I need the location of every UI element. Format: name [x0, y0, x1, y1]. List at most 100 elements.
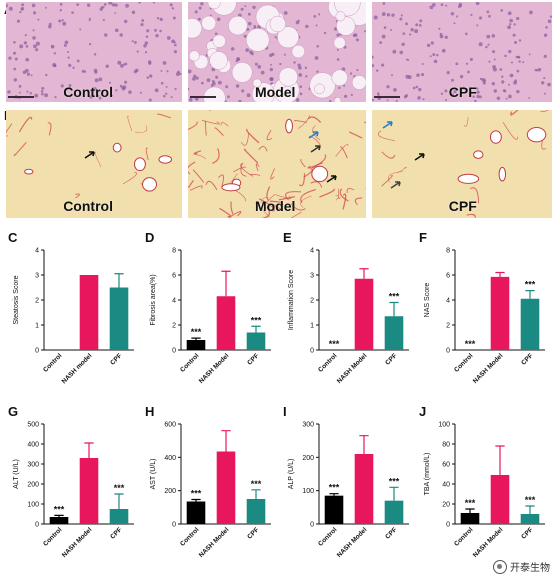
micrograph-he-model: Model — [188, 2, 366, 102]
x-tick-label: NASH Model — [472, 352, 505, 385]
y-tick-label: 500 — [27, 422, 39, 429]
significance-label: *** — [389, 292, 400, 302]
y-tick-label: 1 — [310, 323, 314, 330]
panel-letter-f: F — [419, 230, 427, 245]
x-tick-label: NASH Model — [61, 526, 94, 559]
error-bar — [389, 486, 399, 501]
y-tick-label: 0 — [35, 522, 39, 529]
significance-label: *** — [251, 315, 262, 325]
micrograph-label-model: Model — [255, 198, 296, 214]
y-tick-label: 200 — [164, 488, 176, 495]
chart-panel-h: H AST (U/L) 0 200 400 600 *** Control NASH Model… — [143, 404, 277, 576]
significance-label: *** — [251, 479, 262, 489]
y-tick-label: 200 — [302, 455, 314, 462]
y-tick-label: 0 — [172, 348, 176, 355]
y-tick-label: 80 — [442, 442, 450, 449]
y-tick-label: 0 — [35, 348, 39, 355]
micrograph-he-control: Control — [6, 2, 182, 102]
micrograph-label-model: Model — [255, 84, 296, 100]
error-bar — [84, 442, 94, 458]
error-bar — [191, 337, 201, 340]
micrograph-sirius-control: Control — [6, 110, 182, 218]
significance-label: *** — [465, 498, 476, 508]
panel-letter-c: C — [8, 230, 18, 245]
y-tick-label: 400 — [27, 442, 39, 449]
panel-letter-d: D — [145, 230, 154, 245]
x-tick-label: NASH Model — [198, 352, 231, 385]
error-bar — [389, 301, 399, 317]
micrograph-sirius-model: Model — [188, 110, 366, 218]
y-axis-label: ALP (U/L) — [288, 459, 295, 490]
y-tick-label: 8 — [446, 248, 450, 255]
x-tick-label: Control — [42, 352, 63, 373]
error-bar — [359, 268, 369, 279]
y-axis-label: NAS Score — [424, 283, 431, 318]
y-tick-label: 2 — [35, 298, 39, 305]
y-tick-label: 4 — [172, 298, 176, 305]
x-tick-label: CPF — [246, 352, 260, 366]
x-tick-label: CPF — [520, 352, 534, 366]
bar-nash-model — [490, 276, 510, 350]
panel-letter-i: I — [283, 404, 287, 419]
y-tick-label: 600 — [164, 422, 176, 429]
watermark-logo-icon — [493, 559, 507, 574]
watermark-text: 开泰生物 — [510, 563, 550, 574]
bar-nash-model — [79, 275, 99, 350]
error-bar — [114, 493, 124, 509]
significance-label: *** — [191, 489, 202, 499]
significance-label: *** — [525, 280, 536, 290]
bar-cpf — [109, 509, 129, 524]
y-tick-label: 200 — [27, 482, 39, 489]
y-tick-label: 4 — [35, 248, 39, 255]
panel-letter-e: E — [283, 230, 292, 245]
error-bar — [251, 489, 261, 499]
x-tick-label: Control — [179, 352, 200, 373]
bar-nash-model — [79, 458, 99, 524]
chart-panel-g: G ALT (U/L) 0 100 200 300 400 500 *** Control NASH… — [6, 404, 140, 576]
panel-letter-g: G — [8, 404, 18, 419]
bar-control — [49, 517, 69, 524]
bar-control — [324, 495, 344, 524]
chart-panel-f: F NAS Score 0 2 4 6 8 *** Control NASH Model *** CP… — [417, 230, 551, 402]
panel-letter-j: J — [419, 404, 426, 419]
bar-cpf — [246, 332, 266, 350]
y-axis-label: Fibrosis area(%) — [150, 274, 157, 325]
y-tick-label: 20 — [442, 502, 450, 509]
x-tick-label: CPF — [384, 352, 398, 366]
chart-panel-j: J TBA (mmol/L) 0 20 40 60 80 100 *** Control NASH … — [417, 404, 551, 576]
error-bar — [495, 445, 505, 475]
y-tick-label: 0 — [446, 522, 450, 529]
y-tick-label: 300 — [302, 422, 314, 429]
micrograph-label-cpf: CPF — [448, 84, 477, 100]
bar-control — [186, 501, 206, 524]
y-tick-label: 3 — [35, 273, 39, 280]
y-tick-label: 300 — [27, 462, 39, 469]
x-tick-label: NASH Model — [336, 352, 369, 385]
x-tick-label: NASH Model — [336, 526, 369, 559]
significance-label: *** — [329, 483, 340, 493]
y-tick-label: 100 — [302, 488, 314, 495]
y-tick-label: 2 — [310, 298, 314, 305]
x-tick-label: Control — [42, 526, 63, 547]
y-tick-label: 2 — [446, 323, 450, 330]
chart-panel-c: C Steatosis Score 0 1 2 3 4 Control NASH model CP… — [6, 230, 140, 402]
y-tick-label: 400 — [164, 455, 176, 462]
bar-nash-model — [216, 296, 236, 350]
bar-cpf — [384, 316, 404, 350]
y-tick-label: 100 — [27, 502, 39, 509]
x-tick-label: CPF — [109, 352, 123, 366]
y-axis-label: Steatosis Score — [13, 275, 20, 324]
x-tick-label: NASH model — [61, 352, 94, 385]
bar-nash-model — [490, 475, 510, 524]
x-tick-label: Control — [317, 526, 338, 547]
bar-cpf — [384, 500, 404, 524]
y-tick-label: 60 — [442, 462, 450, 469]
micrograph-he-cpf: CPF — [372, 2, 552, 102]
micrograph-sirius-cpf: CPF — [372, 110, 552, 218]
significance-label: *** — [465, 339, 476, 349]
micrograph-label-control: Control — [63, 198, 113, 214]
error-bar — [114, 273, 124, 288]
y-tick-label: 4 — [310, 248, 314, 255]
bar-cpf — [520, 514, 540, 524]
y-tick-label: 4 — [446, 298, 450, 305]
